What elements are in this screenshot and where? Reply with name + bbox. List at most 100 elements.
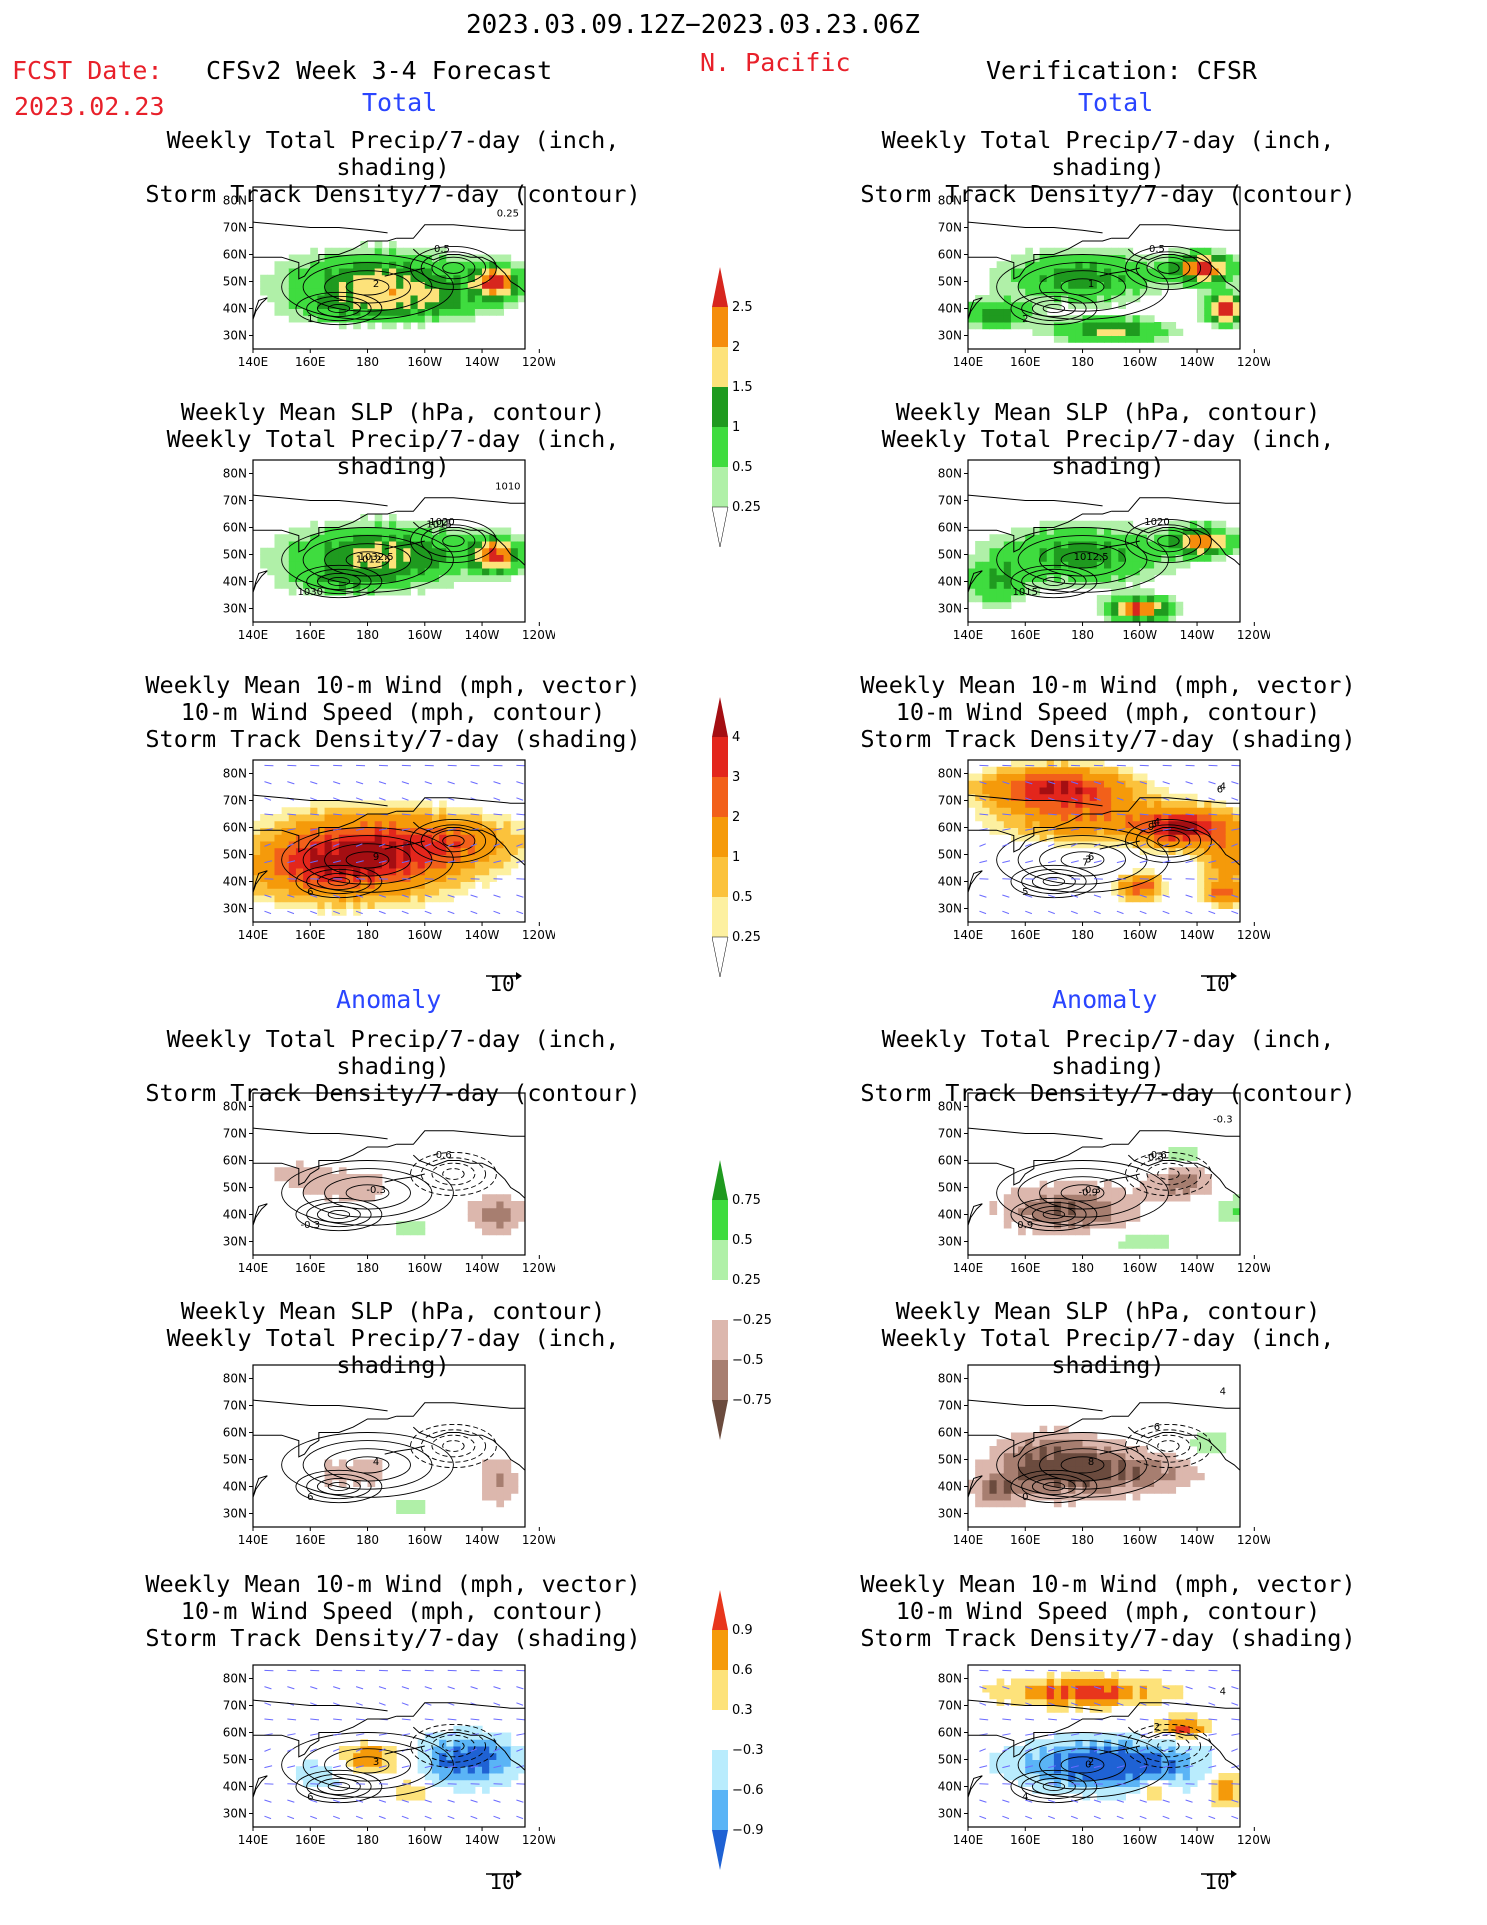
- shade-cell: [396, 1506, 404, 1514]
- shade-cell: [1068, 834, 1076, 842]
- shade-cell: [496, 281, 505, 289]
- shade-cell: [360, 868, 369, 876]
- shade-cell: [338, 868, 347, 876]
- coastline: [968, 870, 983, 893]
- shade-cell: [968, 581, 976, 589]
- x-tick-label: 160E: [295, 355, 326, 369]
- shade-cell: [1046, 780, 1055, 788]
- shade-cell: [1104, 581, 1112, 589]
- wind-vector: [1047, 910, 1055, 915]
- shade-cell: [1125, 541, 1134, 549]
- contour-label: -0.3: [301, 1220, 321, 1231]
- shade-cell: [1125, 1766, 1134, 1774]
- shade-cell: [367, 288, 376, 296]
- shade-cell: [1146, 608, 1155, 616]
- shade-cell: [982, 295, 990, 303]
- shade-cell: [403, 588, 411, 596]
- shade-cell: [1232, 315, 1240, 323]
- shade-cell: [1010, 1473, 1019, 1481]
- shade-cell: [1182, 554, 1191, 562]
- shade-cell: [1025, 1194, 1033, 1202]
- shade-cell: [295, 868, 304, 876]
- shade-cell: [453, 827, 462, 835]
- shade-cell: [1039, 1207, 1048, 1215]
- shade-cell: [1104, 328, 1112, 336]
- shade-cell: [1032, 1698, 1041, 1706]
- shade-cell: [1010, 595, 1019, 603]
- shade-cell: [1232, 881, 1240, 889]
- shade-cell: [1046, 288, 1055, 296]
- colorbar-label: −0.25: [732, 1313, 772, 1328]
- shade-cell: [996, 308, 1005, 316]
- wind-vector: [356, 1718, 365, 1721]
- wind-vector: [401, 1702, 409, 1706]
- shade-cell: [1132, 1241, 1141, 1249]
- shade-cell: [1146, 335, 1155, 343]
- shade-cell: [1075, 328, 1084, 336]
- shade-cell: [460, 834, 469, 842]
- shade-cell: [1096, 261, 1105, 269]
- shade-cell: [1118, 1479, 1126, 1487]
- shade-cell: [303, 1167, 311, 1175]
- wind-vector: [287, 828, 296, 831]
- y-tick-label: 80N: [223, 1672, 247, 1686]
- shade-cell: [453, 1779, 462, 1787]
- shade-cell: [1039, 793, 1048, 801]
- y-tick-label: 80N: [938, 467, 962, 481]
- shade-cell: [1211, 901, 1220, 909]
- shade-cell: [1168, 1194, 1177, 1202]
- shade-cell: [517, 261, 525, 269]
- shade-cell: [360, 581, 369, 589]
- shade-cell: [1032, 1459, 1041, 1467]
- shade-cell: [1132, 807, 1141, 815]
- shade-cell: [396, 315, 404, 323]
- shade-cell: [396, 820, 404, 828]
- contour-label: 1010: [495, 482, 520, 493]
- shade-cell: [288, 1174, 297, 1182]
- shade-cell: [1104, 1486, 1112, 1494]
- colorbar-label: 2.5: [732, 300, 753, 315]
- shade-cell: [1082, 247, 1091, 255]
- shade-cell: [389, 561, 397, 569]
- shade-cell: [1204, 295, 1212, 303]
- shade-cell: [1061, 766, 1069, 774]
- shade-cell: [975, 561, 983, 569]
- shade-cell: [410, 261, 419, 269]
- shade-cell: [1154, 615, 1162, 622]
- shade-cell: [389, 554, 397, 562]
- shade-cell: [503, 261, 512, 269]
- shade-cell: [1197, 1446, 1205, 1454]
- coastline: [412, 1726, 525, 1771]
- shade-cell: [474, 1766, 483, 1774]
- shade-cell: [1075, 247, 1084, 255]
- y-tick-label: 70N: [938, 794, 962, 808]
- shade-cell: [367, 581, 376, 589]
- shade-cell: [1010, 527, 1019, 535]
- shade-cell: [353, 1187, 361, 1195]
- shade-cell: [1053, 547, 1062, 555]
- shade-cell: [1111, 1685, 1119, 1693]
- shade-cell: [338, 554, 347, 562]
- shade-cell: [1010, 254, 1019, 262]
- shade-cell: [310, 534, 318, 542]
- y-tick-label: 60N: [223, 1726, 247, 1740]
- shade-cell: [1111, 254, 1119, 262]
- shade-cell: [439, 554, 447, 562]
- shade-cell: [996, 1752, 1005, 1760]
- wind-vector: [1025, 1733, 1034, 1736]
- shade-cell: [267, 827, 275, 835]
- shade-cell: [1010, 1214, 1019, 1222]
- shade-cell: [1218, 895, 1227, 903]
- shade-cell: [446, 315, 454, 323]
- shade-cell: [1168, 520, 1177, 528]
- shade-cell: [1104, 254, 1112, 262]
- colorbar-label: 1.5: [732, 380, 753, 395]
- contour-label: 7: [1082, 857, 1088, 868]
- shade-cell: [446, 861, 454, 869]
- shade-cell: [1146, 1678, 1155, 1686]
- shade-cell: [1168, 1725, 1177, 1733]
- shade-cell: [367, 568, 376, 576]
- shade-cell: [317, 827, 326, 835]
- shade-cell: [1139, 807, 1148, 815]
- shade-cell: [1232, 295, 1240, 303]
